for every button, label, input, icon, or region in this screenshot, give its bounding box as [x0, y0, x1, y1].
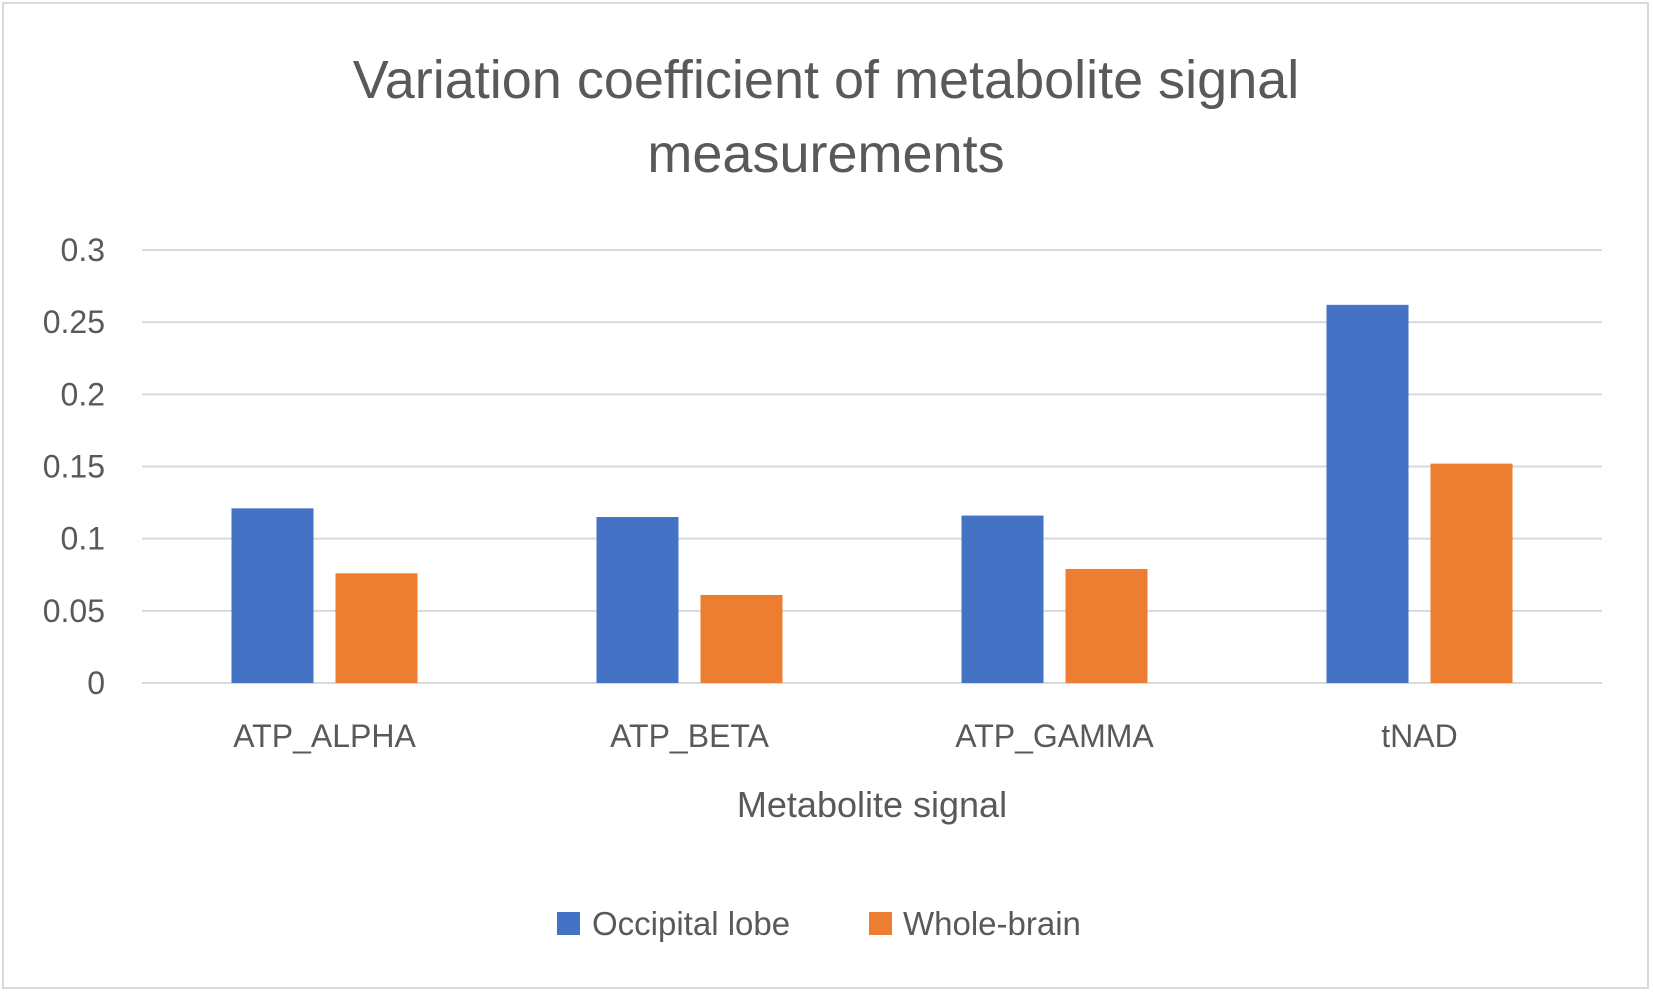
bar-occipital-lobe-atp-gamma: [961, 515, 1044, 683]
y-tick-label: 0.2: [61, 376, 105, 412]
x-tick-label: tNAD: [1381, 718, 1457, 754]
bar-whole-brain-atp-gamma: [1065, 568, 1148, 683]
legend-label-whole-brain: Whole-brain: [903, 905, 1081, 942]
y-tick-label: 0.3: [61, 232, 105, 268]
y-tick-label: 0.25: [43, 304, 105, 340]
x-tick-label: ATP_BETA: [610, 718, 770, 754]
y-axis-ticks: 0 0.05 0.1 0.15 0.2 0.25 0.3: [43, 232, 105, 701]
bar-whole-brain-tnad: [1430, 463, 1513, 683]
x-axis-title: Metabolite signal: [737, 784, 1007, 825]
bars: [231, 304, 1513, 683]
bar-whole-brain-atp-beta: [700, 594, 783, 683]
x-axis-ticks: ATP_ALPHA ATP_BETA ATP_GAMMA tNAD: [233, 718, 1458, 754]
x-tick-label: ATP_GAMMA: [955, 718, 1154, 754]
bar-whole-brain-atp-alpha: [335, 573, 418, 683]
chart-title-line-2: measurements: [647, 124, 1004, 184]
chart-title-line-1: Variation coefficient of metabolite sign…: [353, 50, 1300, 110]
y-tick-label: 0.15: [43, 449, 105, 485]
legend: Occipital lobe Whole-brain: [557, 905, 1081, 942]
bar-occipital-lobe-atp-beta: [596, 517, 679, 683]
bar-occipital-lobe-atp-alpha: [231, 508, 314, 683]
bar-occipital-lobe-tnad: [1326, 304, 1409, 683]
legend-label-occipital-lobe: Occipital lobe: [592, 905, 790, 942]
legend-swatch-whole-brain: [869, 912, 892, 935]
y-tick-label: 0.1: [61, 521, 105, 557]
y-tick-label: 0.05: [43, 593, 105, 629]
legend-swatch-occipital-lobe: [557, 912, 580, 935]
y-tick-label: 0: [87, 665, 105, 701]
x-tick-label: ATP_ALPHA: [233, 718, 416, 754]
